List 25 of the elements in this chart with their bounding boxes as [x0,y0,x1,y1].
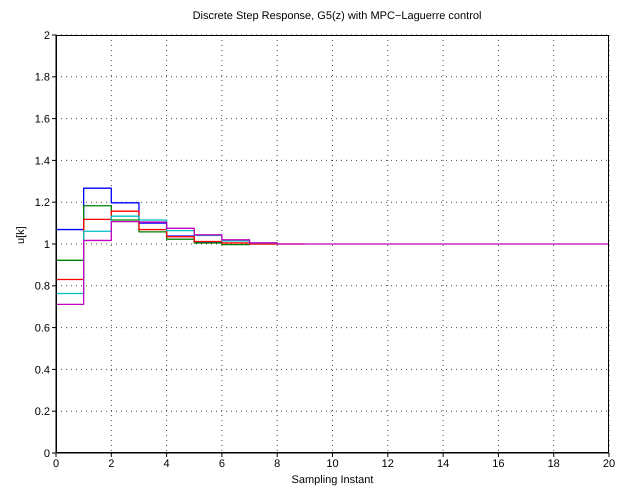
x-tick-label: 18 [548,458,560,470]
x-axis-title: Sampling Instant [292,474,374,486]
y-tick-label: 1.6 [34,114,50,126]
x-tick-label: 0 [52,458,60,470]
x-tick-label: 2 [108,458,114,470]
x-tick-label: 6 [218,458,225,470]
x-tick-label: 20 [602,458,616,470]
y-tick-label: 0 [44,448,50,460]
y-tick-label: 1.8 [34,72,50,84]
y-tick-label: 0.4 [34,364,50,376]
x-tick-label: 8 [274,458,280,470]
y-tick-label: 1.4 [34,155,50,168]
y-tick-label: 0.8 [34,280,50,293]
x-tick-label: 14 [436,458,450,470]
x-tick-label: 4 [164,458,170,470]
chart-title: Discrete Step Response, G5(z) with MPC−Laguerre control [192,10,482,22]
x-tick-label: 10 [326,458,339,470]
x-tick-label: 12 [382,458,394,470]
y-tick-label: 1 [44,238,50,251]
y-tick-label: 2 [44,30,50,42]
y-tick-label: 0.6 [34,322,50,335]
y-tick-label: 1.2 [34,197,50,210]
x-tick-label: 16 [492,458,505,470]
y-axis-title: u[k] [14,226,27,244]
y-tick-label: 0.2 [34,406,50,418]
